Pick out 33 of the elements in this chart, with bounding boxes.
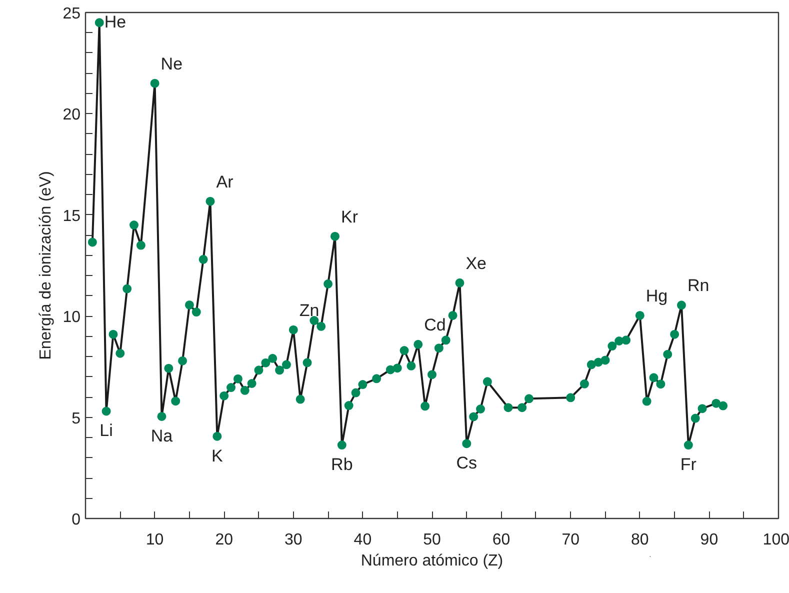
y-axis-title: Energía de ionización (eV): [38, 171, 55, 360]
y-tick-label: 25: [62, 6, 81, 22]
x-tick-label: 70: [562, 532, 580, 548]
annotation: Rn: [687, 276, 710, 296]
annotation: Cs: [456, 454, 478, 473]
annotation: He: [104, 12, 126, 32]
annotation: K: [212, 446, 224, 466]
annotation: Na: [150, 426, 174, 446]
x-axis-title: Número atómico (Z): [360, 552, 504, 570]
x-tick-label: 40: [354, 532, 372, 548]
annotation: Hg: [646, 286, 668, 306]
annotation: Fr: [680, 455, 697, 474]
x-tick-label: 10: [146, 532, 164, 548]
annotation: Kr: [340, 207, 358, 226]
x-tick-label: 50: [423, 532, 441, 548]
annotation: Cd: [424, 315, 446, 334]
annotation: Rb: [331, 455, 353, 474]
x-tick-label: 60: [492, 532, 510, 548]
x-tick-label: 100: [762, 532, 789, 548]
annotation: Li: [100, 421, 113, 440]
x-tick-label: 90: [700, 532, 718, 548]
x-tick-label: 80: [631, 532, 649, 548]
annotation: Zn: [299, 300, 320, 320]
y-tick-label: 5: [72, 410, 81, 428]
y-tick-label: 20: [62, 106, 81, 124]
y-tick-label: 0: [72, 512, 81, 528]
x-tick-label: 30: [284, 532, 302, 548]
annotation: Xe: [466, 254, 487, 273]
annotation: Ar: [216, 172, 234, 192]
y-tick-label: 10: [62, 309, 81, 326]
x-tick-label: 20: [215, 532, 234, 548]
annotation: Ne: [160, 54, 183, 74]
y-tick-label: 15: [62, 208, 81, 225]
